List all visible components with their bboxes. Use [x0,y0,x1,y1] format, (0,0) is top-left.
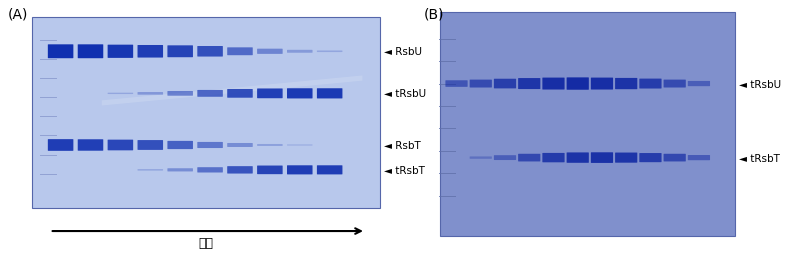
FancyBboxPatch shape [257,50,283,55]
FancyBboxPatch shape [445,81,468,87]
FancyBboxPatch shape [518,154,541,162]
FancyBboxPatch shape [167,92,193,96]
Text: ◄ RsbU: ◄ RsbU [384,47,422,57]
FancyBboxPatch shape [591,153,613,163]
FancyBboxPatch shape [688,82,710,87]
FancyBboxPatch shape [469,157,492,159]
FancyBboxPatch shape [518,79,541,90]
FancyBboxPatch shape [78,140,103,151]
FancyBboxPatch shape [257,145,283,146]
FancyBboxPatch shape [48,140,74,151]
FancyBboxPatch shape [663,154,686,162]
FancyBboxPatch shape [167,46,193,58]
Text: ◄ tRsbT: ◄ tRsbT [384,165,425,175]
FancyBboxPatch shape [137,46,163,58]
FancyBboxPatch shape [197,142,223,148]
FancyBboxPatch shape [78,45,103,59]
FancyBboxPatch shape [137,93,163,95]
FancyBboxPatch shape [317,166,343,175]
FancyBboxPatch shape [167,169,193,172]
Text: 시간: 시간 [199,236,213,249]
FancyBboxPatch shape [688,155,710,161]
FancyBboxPatch shape [197,91,223,97]
Bar [32,18,380,208]
FancyBboxPatch shape [287,89,313,99]
FancyBboxPatch shape [287,51,313,54]
FancyBboxPatch shape [663,80,686,88]
FancyBboxPatch shape [227,90,253,98]
FancyBboxPatch shape [227,48,253,56]
FancyBboxPatch shape [639,153,662,163]
FancyBboxPatch shape [494,80,516,89]
FancyBboxPatch shape [639,79,662,89]
FancyBboxPatch shape [107,140,133,151]
Text: ◄ tRsbT: ◄ tRsbT [739,153,781,163]
FancyBboxPatch shape [287,166,313,175]
FancyBboxPatch shape [615,153,638,163]
FancyBboxPatch shape [137,169,163,171]
FancyBboxPatch shape [591,78,613,90]
FancyBboxPatch shape [317,89,343,99]
Polygon shape [102,76,362,106]
FancyBboxPatch shape [469,80,492,88]
FancyBboxPatch shape [615,78,638,90]
Text: ◄ RsbT: ◄ RsbT [384,140,420,150]
FancyBboxPatch shape [566,153,589,163]
FancyBboxPatch shape [317,51,343,53]
FancyBboxPatch shape [197,168,223,173]
FancyBboxPatch shape [257,166,283,174]
FancyBboxPatch shape [287,145,313,146]
FancyBboxPatch shape [227,144,253,147]
FancyBboxPatch shape [494,156,516,160]
Text: ◄ tRsbU: ◄ tRsbU [739,79,781,89]
FancyBboxPatch shape [197,47,223,57]
Text: (A): (A) [8,8,28,22]
FancyBboxPatch shape [167,141,193,150]
Text: (B): (B) [424,8,444,22]
FancyBboxPatch shape [227,167,253,174]
FancyBboxPatch shape [542,153,565,163]
Bar [440,13,735,236]
FancyBboxPatch shape [542,78,565,90]
FancyBboxPatch shape [566,78,589,90]
FancyBboxPatch shape [48,45,74,59]
FancyBboxPatch shape [257,89,283,99]
FancyBboxPatch shape [107,45,133,59]
Text: ◄ tRsbU: ◄ tRsbU [384,89,426,99]
FancyBboxPatch shape [107,93,133,95]
FancyBboxPatch shape [137,140,163,150]
